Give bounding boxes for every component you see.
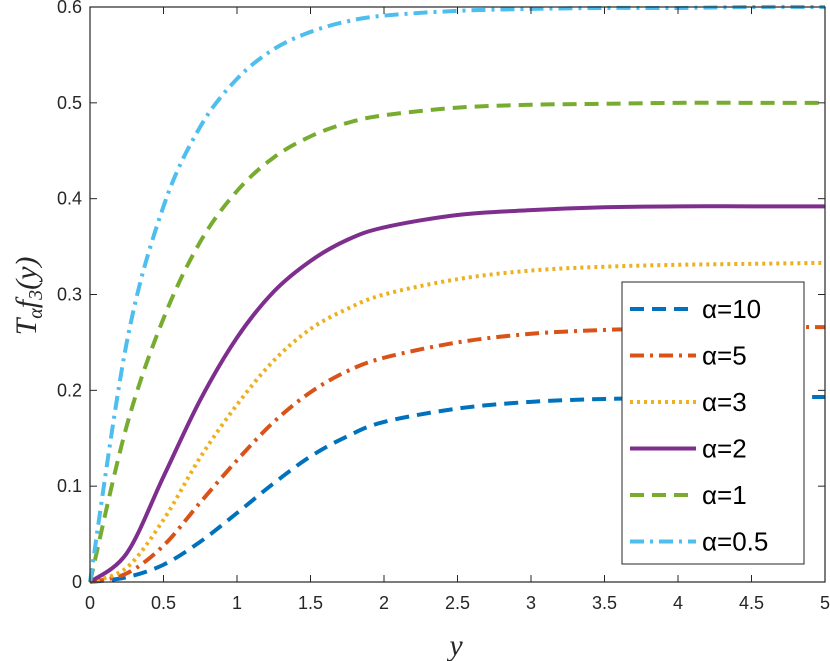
x-tick-label: 5	[820, 593, 830, 613]
legend-box	[621, 281, 805, 565]
legend-label-0: α=10	[702, 294, 761, 324]
series-line-4	[88, 100, 825, 583]
y-tick-label: 0.6	[57, 0, 82, 17]
legend-label-5: α=0.5	[702, 527, 768, 557]
x-tick-label: 3	[526, 593, 536, 613]
series-line-2	[89, 260, 826, 584]
y-tick-label: 0.5	[57, 93, 82, 113]
series-line-1	[89, 325, 826, 584]
legend-label-4: α=1	[702, 480, 747, 510]
y-tick-label: 0.3	[57, 285, 82, 305]
y-tick-label: 0.2	[57, 380, 82, 400]
x-tick-label: 0	[85, 593, 95, 613]
x-tick-label: 1	[232, 593, 242, 613]
x-tick-label: 2	[379, 593, 389, 613]
series-line-3	[88, 204, 825, 584]
x-tick-label: 4	[673, 593, 683, 613]
legend-label-1: α=5	[702, 341, 747, 371]
x-tick-label: 2.5	[445, 593, 470, 613]
y-axis-label: Tαf3(y)	[10, 257, 47, 336]
legend: α=10 α=5 α=3 α=2 α=1 α=0.5	[621, 281, 805, 565]
x-axis-label: y	[446, 629, 463, 661]
x-tick-label: 4.5	[739, 593, 764, 613]
legend-label-2: α=3	[702, 387, 747, 417]
y-tick-label: 0.4	[57, 189, 82, 209]
x-tick-label: 1.5	[298, 593, 323, 613]
x-tick-label: 3.5	[592, 593, 617, 613]
legend-label-3: α=2	[702, 434, 747, 464]
x-tick-label: 0.5	[151, 593, 176, 613]
y-axis-ticks: 0 0.1 0.2 0.3 0.4 0.5 0.6	[57, 0, 825, 592]
y-tick-label: 0.1	[57, 476, 82, 496]
series-line-5	[88, 4, 826, 583]
y-tick-label: 0	[72, 572, 82, 592]
x-axis-ticks: 0 0.5 1 1.5 2 2.5 3 3.5 4 4.5 5	[85, 7, 830, 613]
